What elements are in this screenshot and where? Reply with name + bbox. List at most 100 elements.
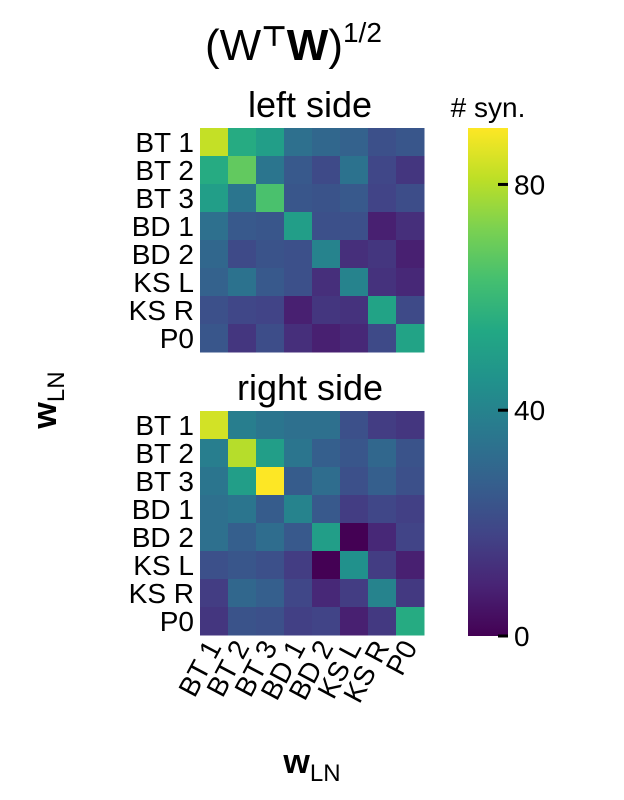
y-tick-label-right: BT 1: [135, 410, 194, 441]
heatmap-cell-left-7-4: [312, 324, 341, 353]
heatmap-cell-left-1-7: [396, 156, 425, 185]
x-axis-label: wLN: [282, 743, 340, 787]
heatmap-cell-left-3-1: [228, 212, 257, 241]
heatmap-cell-left-7-0: [200, 324, 229, 353]
heatmap-cell-left-6-6: [368, 296, 397, 325]
heatmap-cell-left-4-7: [396, 240, 425, 269]
heatmap-cell-left-2-2: [256, 184, 285, 213]
heatmap-cell-left-5-2: [256, 268, 285, 297]
heatmap-cell-right-1-2: [256, 439, 285, 468]
heatmap-cell-left-3-7: [396, 212, 425, 241]
heatmap-cell-left-0-2: [256, 128, 285, 157]
heatmap-cell-left-5-3: [284, 268, 313, 297]
heatmap-cell-left-1-3: [284, 156, 313, 185]
heatmap-cell-left-6-1: [228, 296, 257, 325]
heatmap-cell-right-6-0: [200, 579, 229, 608]
heatmap-cell-left-5-5: [340, 268, 369, 297]
heatmap-cell-right-4-2: [256, 523, 285, 552]
y-tick-label-right: BD 2: [132, 522, 194, 553]
heatmap-cell-right-2-5: [340, 467, 369, 496]
heatmap-cell-left-2-5: [340, 184, 369, 213]
heatmap-cell-right-3-3: [284, 495, 313, 524]
heatmap-cell-right-5-7: [396, 551, 425, 580]
heatmap-cell-right-4-1: [228, 523, 257, 552]
heatmap-cell-right-6-5: [340, 579, 369, 608]
heatmap-cell-left-7-5: [340, 324, 369, 353]
heatmap-cell-left-2-4: [312, 184, 341, 213]
y-tick-label-right: BD 1: [132, 494, 194, 525]
colorbar-tick-label: 40: [514, 395, 545, 426]
heatmap-cell-left-3-6: [368, 212, 397, 241]
heatmap-cell-left-1-2: [256, 156, 285, 185]
heatmap-cell-right-0-1: [228, 411, 257, 440]
heatmap-cell-left-4-4: [312, 240, 341, 269]
heatmap-cell-right-5-4: [312, 551, 341, 580]
y-tick-label-right: BT 2: [135, 438, 194, 469]
heatmap-cell-right-4-6: [368, 523, 397, 552]
heatmap-cell-right-5-6: [368, 551, 397, 580]
heatmap-cell-right-7-2: [256, 607, 285, 636]
heatmap-cell-left-2-7: [396, 184, 425, 213]
heatmap-cell-left-6-3: [284, 296, 313, 325]
y-tick-label-right: KS L: [133, 550, 194, 581]
heatmap-cell-left-0-5: [340, 128, 369, 157]
y-tick-label-right: BT 3: [135, 466, 194, 497]
heatmap-cell-right-0-7: [396, 411, 425, 440]
heatmap-cell-left-7-2: [256, 324, 285, 353]
heatmap-cell-left-1-5: [340, 156, 369, 185]
heatmap-cell-right-5-3: [284, 551, 313, 580]
heatmap-cell-left-0-0: [200, 128, 229, 157]
heatmap-cell-left-0-4: [312, 128, 341, 157]
heatmap-cell-right-4-0: [200, 523, 229, 552]
heatmap-cell-right-2-2: [256, 467, 285, 496]
heatmap-cell-right-3-1: [228, 495, 257, 524]
heatmap-cell-right-7-4: [312, 607, 341, 636]
heatmap-cell-left-4-2: [256, 240, 285, 269]
heatmap-cell-left-5-7: [396, 268, 425, 297]
y-tick-label-left: BD 2: [132, 239, 194, 270]
heatmap-cell-left-4-1: [228, 240, 257, 269]
heatmap-cell-left-1-0: [200, 156, 229, 185]
heatmap-cell-left-2-6: [368, 184, 397, 213]
colorbar-ticks: 0 40 80: [498, 169, 545, 652]
x-tick-label: P0: [380, 635, 423, 680]
heatmap-cell-left-5-1: [228, 268, 257, 297]
heatmap-cell-left-1-6: [368, 156, 397, 185]
heatmap-cell-left-3-2: [256, 212, 285, 241]
heatmap-cell-left-7-3: [284, 324, 313, 353]
heatmap-cell-right-4-7: [396, 523, 425, 552]
heatmap-cell-left-3-5: [340, 212, 369, 241]
heatmap-cell-right-0-3: [284, 411, 313, 440]
heatmap-cell-right-1-0: [200, 439, 229, 468]
heatmap-cell-right-7-3: [284, 607, 313, 636]
heatmap-cell-right-1-7: [396, 439, 425, 468]
heatmap-cell-right-2-7: [396, 467, 425, 496]
heatmap-cell-right-5-5: [340, 551, 369, 580]
heatmap-cell-left-3-0: [200, 212, 229, 241]
heatmap-cell-right-7-7: [396, 607, 425, 636]
y-tick-label-left: BT 3: [135, 183, 194, 214]
heatmap-cell-left-2-1: [228, 184, 257, 213]
heatmap-cell-left-0-6: [368, 128, 397, 157]
heatmap-cell-left-5-4: [312, 268, 341, 297]
figure-title: (W⊤W)1/2: [205, 17, 382, 70]
colorbar-label: # syn.: [451, 92, 526, 123]
heatmap-cell-right-2-0: [200, 467, 229, 496]
panel-title-right: right side: [237, 367, 383, 408]
heatmap-cell-right-3-4: [312, 495, 341, 524]
heatmap-cell-right-1-3: [284, 439, 313, 468]
heatmap-cell-right-6-7: [396, 579, 425, 608]
heatmap-cell-left-6-7: [396, 296, 425, 325]
x-tick-labels: BT 1BT 2BT 3BD 1BD 2KS LKS RP0: [172, 635, 423, 707]
y-tick-label-right: KS R: [129, 578, 194, 609]
y-tick-label-left: BT 2: [135, 155, 194, 186]
y-tick-label-left: P0: [160, 323, 194, 354]
heatmap-cell-right-3-5: [340, 495, 369, 524]
heatmap-cell-right-2-1: [228, 467, 257, 496]
heatmap-cell-right-7-6: [368, 607, 397, 636]
heatmap-cell-right-0-6: [368, 411, 397, 440]
panel-title-left: left side: [248, 84, 372, 125]
heatmap-cell-right-7-1: [228, 607, 257, 636]
